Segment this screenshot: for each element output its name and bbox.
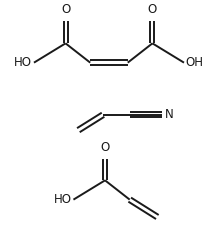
Text: O: O (61, 3, 70, 16)
Text: HO: HO (54, 193, 72, 206)
Text: O: O (100, 141, 110, 154)
Text: HO: HO (14, 56, 32, 69)
Text: O: O (148, 3, 157, 16)
Text: N: N (165, 108, 174, 121)
Text: OH: OH (186, 56, 204, 69)
